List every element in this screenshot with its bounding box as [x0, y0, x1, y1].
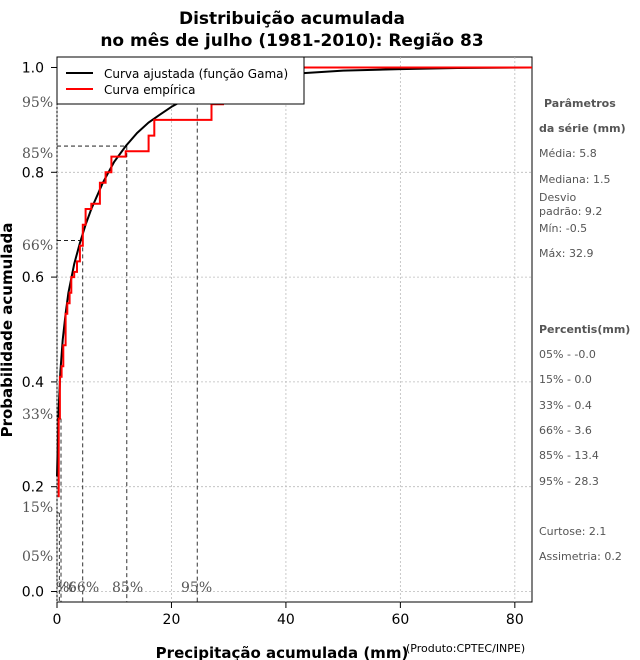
pct-label-05: 05%	[22, 549, 53, 565]
x-tick-label: 80	[506, 612, 524, 628]
y-tick-label: 0.0	[22, 585, 44, 601]
stat-desvio-1: Desvio	[539, 191, 577, 204]
legend-box	[56, 56, 305, 105]
params-title-2: da série (mm)	[539, 122, 626, 135]
stat-mediana: Mediana: 1.5	[539, 173, 610, 186]
pct-label-33: 33%	[22, 407, 53, 423]
x-axis-label: Precipitação acumulada (mm)	[156, 644, 409, 660]
stat-max: Máx: 32.9	[539, 247, 593, 260]
y-tick-label: 0.6	[22, 270, 44, 286]
percentis-title: Percentis(mm)	[539, 323, 630, 336]
params-title-1: Parâmetros	[544, 97, 616, 110]
pct-label-95: 95%	[22, 95, 53, 111]
percentil-85: 85% - 13.4	[539, 449, 599, 462]
grid	[56, 57, 532, 602]
percentil-05: 05% - -0.0	[539, 348, 596, 361]
y-axis-label: Probabilidade acumulada	[0, 223, 16, 438]
series-fitted-line	[56, 66, 533, 477]
stat-assimetria: Assimetria: 0.2	[539, 550, 622, 563]
pct-label-66: 66%	[22, 238, 53, 254]
plot-frame	[56, 56, 533, 603]
y-tick-label: 1.0	[22, 60, 44, 76]
series-layer	[56, 66, 533, 498]
credit-text: (Produto:CPTEC/INPE)	[406, 642, 525, 655]
pct-label-85: 85%	[22, 146, 53, 162]
pct-xlabel-a: %	[56, 580, 69, 596]
legend: Curva ajustada (função Gama) Curva empír…	[56, 56, 305, 105]
pct-xlabel-85: 85%	[112, 580, 143, 596]
y-tick-label: 0.2	[22, 480, 44, 496]
stat-min: Mín: -0.5	[539, 222, 587, 235]
percentil-95: 95% - 28.3	[539, 475, 599, 488]
legend-label-empirical: Curva empírica	[104, 83, 195, 97]
percentile-guides	[57, 93, 198, 602]
stat-media: Média: 5.8	[539, 147, 597, 160]
series-empirical-step	[57, 66, 532, 498]
x-tick-label: 60	[391, 612, 409, 628]
x-tick-label: 40	[277, 612, 295, 628]
stat-desvio-2: padrão: 9.2	[539, 205, 602, 218]
y-tick-label: 0.4	[22, 375, 44, 391]
stats-sidebar: Parâmetros da série (mm) Média: 5.8 Medi…	[539, 97, 630, 563]
pct-label-15: 15%	[22, 500, 53, 516]
stat-curtose: Curtose: 2.1	[539, 525, 606, 538]
percentil-15: 15% - 0.0	[539, 373, 592, 386]
percentil-33: 33% - 0.4	[539, 399, 592, 412]
x-tick-label: 20	[163, 612, 181, 628]
chart-title-line1: Distribuição acumulada	[179, 9, 405, 29]
pct-xlabel-95: 95%	[181, 580, 212, 596]
chart-title-line2: no mês de julho (1981-2010): Região 83	[100, 31, 483, 51]
pct-xlabel-66: 66%	[68, 580, 99, 596]
pct-xlabel-b: %	[63, 580, 76, 596]
percentil-66: 66% - 3.6	[539, 424, 592, 437]
axis-ticks: 0 20 40 60 80 0.0 0.2 0.4 0.6 0.8 1.0	[22, 60, 524, 628]
legend-label-fitted: Curva ajustada (função Gama)	[104, 67, 288, 81]
y-tick-label: 0.8	[22, 165, 44, 181]
x-tick-label: 0	[53, 612, 62, 628]
